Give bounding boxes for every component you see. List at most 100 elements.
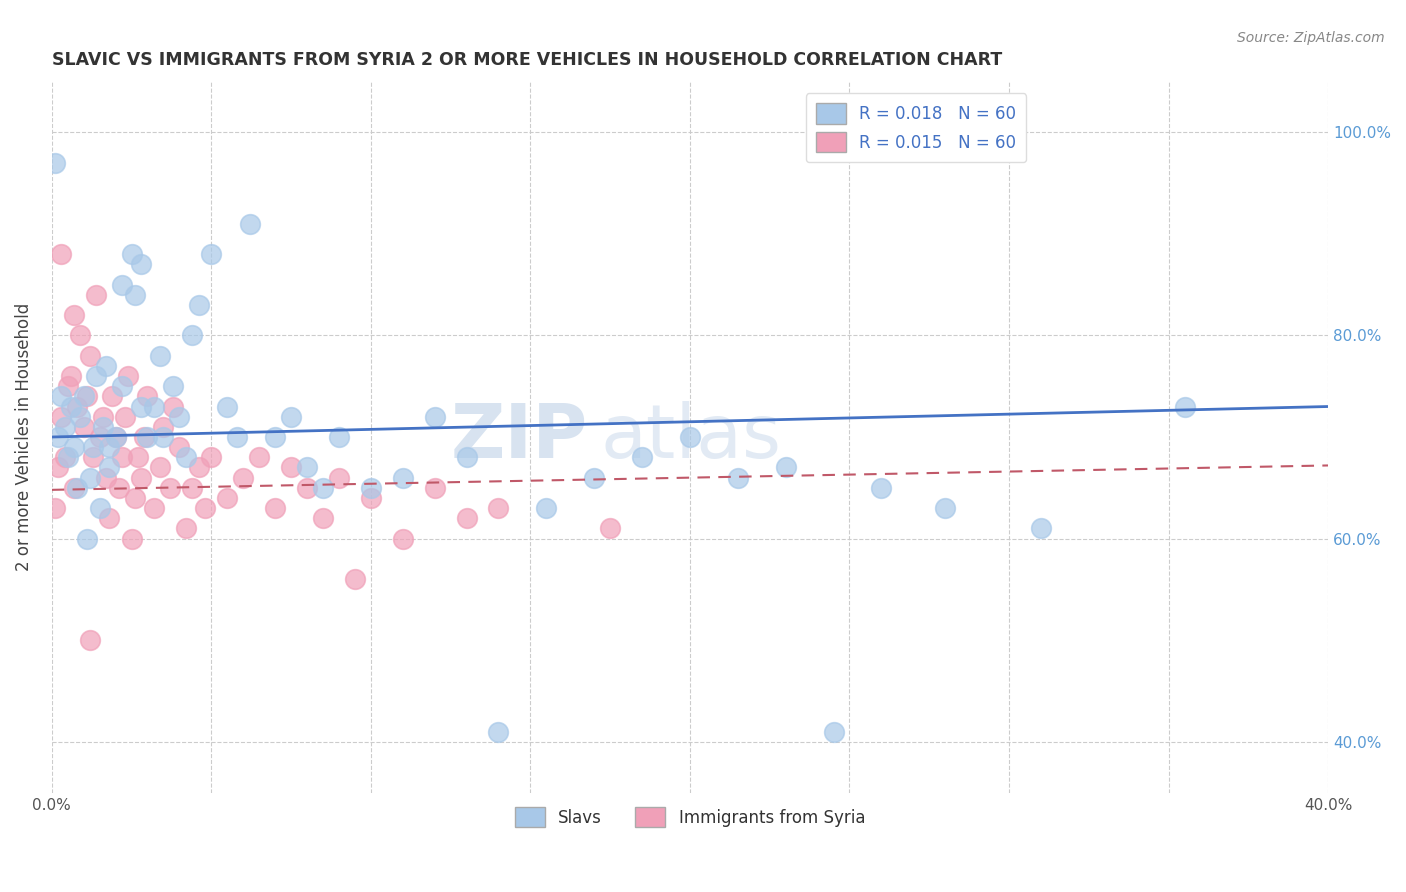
Point	[142, 501, 165, 516]
Point	[63, 481, 86, 495]
Point	[107, 481, 129, 495]
Point	[127, 450, 149, 465]
Legend: Slavs, Immigrants from Syria: Slavs, Immigrants from Syria	[508, 800, 872, 834]
Point	[56, 450, 79, 465]
Point	[91, 409, 114, 424]
Point	[136, 389, 159, 403]
Point	[187, 460, 209, 475]
Point	[187, 298, 209, 312]
Point	[423, 481, 446, 495]
Point	[117, 369, 139, 384]
Point	[94, 359, 117, 373]
Point	[328, 430, 350, 444]
Point	[89, 501, 111, 516]
Point	[124, 491, 146, 505]
Point	[69, 409, 91, 424]
Point	[56, 379, 79, 393]
Point	[488, 724, 510, 739]
Point	[328, 470, 350, 484]
Point	[631, 450, 654, 465]
Point	[727, 470, 749, 484]
Point	[583, 470, 606, 484]
Point	[104, 430, 127, 444]
Point	[63, 308, 86, 322]
Point	[66, 481, 89, 495]
Point	[423, 409, 446, 424]
Point	[98, 440, 121, 454]
Point	[280, 460, 302, 475]
Point	[200, 450, 222, 465]
Point	[86, 287, 108, 301]
Point	[76, 389, 98, 403]
Point	[1173, 400, 1195, 414]
Point	[79, 349, 101, 363]
Point	[91, 420, 114, 434]
Point	[775, 460, 797, 475]
Point	[312, 481, 335, 495]
Point	[679, 430, 702, 444]
Point	[152, 430, 174, 444]
Point	[174, 521, 197, 535]
Point	[264, 501, 287, 516]
Point	[121, 532, 143, 546]
Point	[360, 481, 382, 495]
Point	[76, 532, 98, 546]
Point	[51, 389, 73, 403]
Point	[46, 460, 69, 475]
Point	[181, 328, 204, 343]
Point	[69, 328, 91, 343]
Point	[89, 430, 111, 444]
Point	[82, 450, 104, 465]
Point	[73, 389, 96, 403]
Point	[934, 501, 956, 516]
Point	[79, 470, 101, 484]
Point	[111, 450, 134, 465]
Point	[225, 430, 247, 444]
Point	[46, 430, 69, 444]
Point	[142, 400, 165, 414]
Point	[823, 724, 845, 739]
Point	[391, 470, 413, 484]
Point	[391, 532, 413, 546]
Point	[111, 379, 134, 393]
Point	[129, 400, 152, 414]
Point	[536, 501, 558, 516]
Point	[149, 460, 172, 475]
Y-axis label: 2 or more Vehicles in Household: 2 or more Vehicles in Household	[15, 303, 32, 571]
Point	[312, 511, 335, 525]
Point	[159, 481, 181, 495]
Point	[124, 287, 146, 301]
Point	[51, 409, 73, 424]
Point	[360, 491, 382, 505]
Point	[149, 349, 172, 363]
Point	[94, 470, 117, 484]
Point	[111, 277, 134, 292]
Point	[488, 501, 510, 516]
Point	[63, 440, 86, 454]
Point	[136, 430, 159, 444]
Point	[53, 420, 76, 434]
Point	[59, 400, 82, 414]
Point	[200, 247, 222, 261]
Point	[217, 491, 239, 505]
Point	[134, 430, 156, 444]
Point	[66, 400, 89, 414]
Point	[1029, 521, 1052, 535]
Text: ZIP: ZIP	[450, 401, 588, 474]
Point	[456, 511, 478, 525]
Point	[280, 409, 302, 424]
Point	[295, 460, 318, 475]
Point	[217, 400, 239, 414]
Point	[82, 440, 104, 454]
Point	[79, 633, 101, 648]
Point	[51, 247, 73, 261]
Point	[129, 257, 152, 271]
Point	[98, 511, 121, 525]
Point	[174, 450, 197, 465]
Text: SLAVIC VS IMMIGRANTS FROM SYRIA 2 OR MORE VEHICLES IN HOUSEHOLD CORRELATION CHAR: SLAVIC VS IMMIGRANTS FROM SYRIA 2 OR MOR…	[52, 51, 1002, 69]
Point	[59, 369, 82, 384]
Point	[264, 430, 287, 444]
Point	[162, 379, 184, 393]
Point	[86, 369, 108, 384]
Point	[169, 440, 191, 454]
